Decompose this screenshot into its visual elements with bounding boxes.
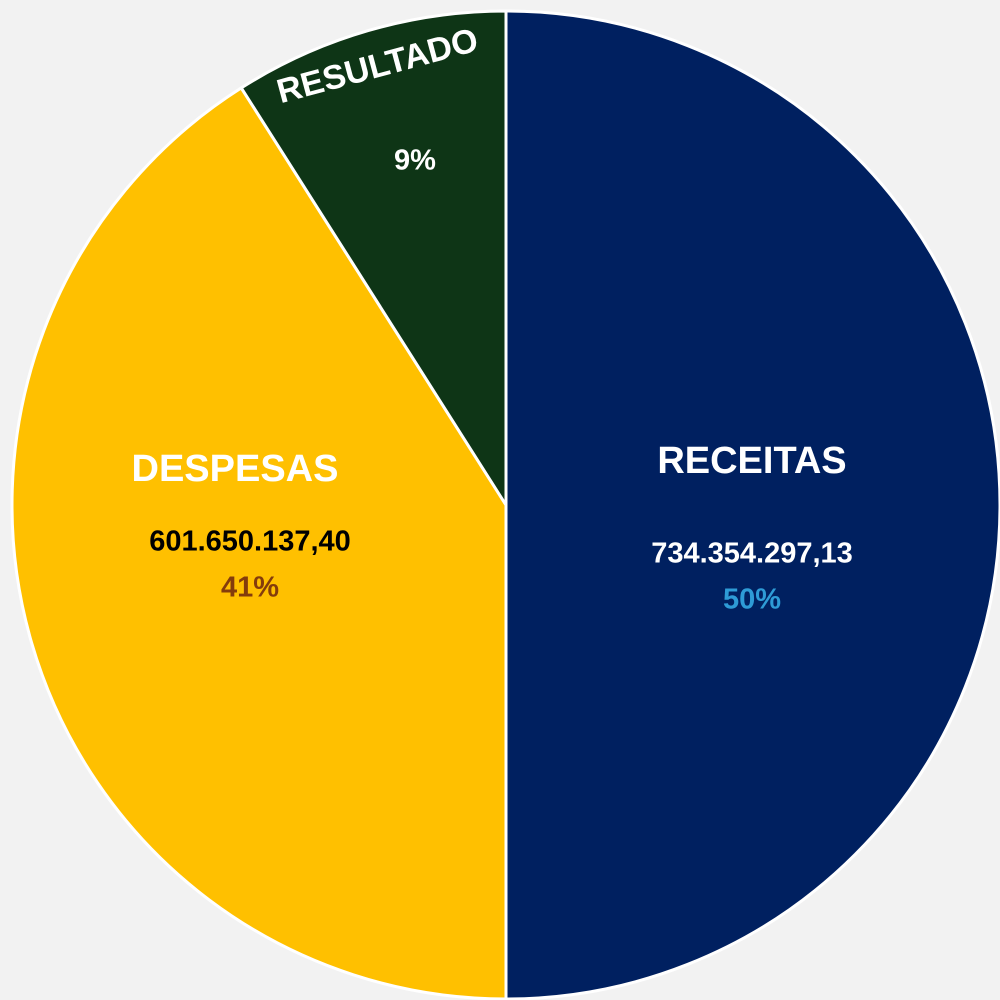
slice-amount: 601.650.137,40 xyxy=(149,526,351,558)
pie-slice xyxy=(10,85,508,1000)
slice-amount: 734.354.297,13 xyxy=(651,538,853,570)
pie-slice xyxy=(239,9,508,511)
slice-percent: 50% xyxy=(723,584,781,616)
pie-slice xyxy=(504,9,1000,1000)
slice-name: DESPESAS xyxy=(132,448,339,490)
slice-percent: 41% xyxy=(221,572,279,604)
slice-percent: 9% xyxy=(394,145,436,177)
slice-name: RECEITAS xyxy=(657,440,846,482)
